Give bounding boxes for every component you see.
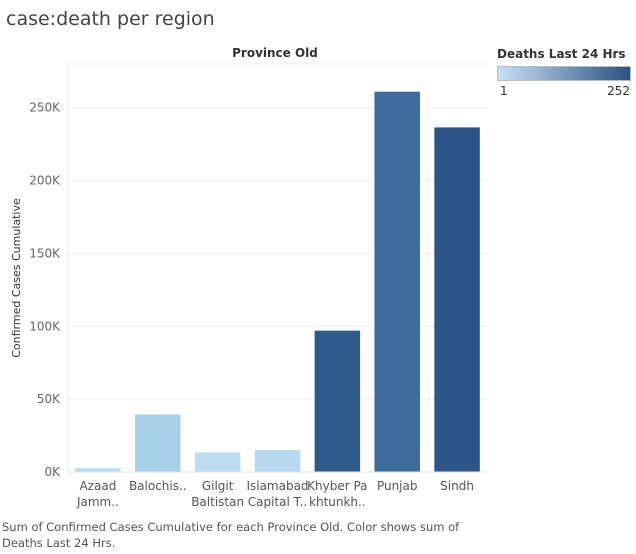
y-tick-label: 100K	[29, 319, 61, 333]
y-axis-title: Confirmed Cases Cumulative	[10, 198, 23, 358]
legend-max-label: 252	[607, 84, 630, 98]
chart-caption: Sum of Confirmed Cases Cumulative for ea…	[2, 520, 460, 550]
bar	[135, 414, 181, 472]
x-tick-label: Baltistan	[191, 495, 244, 509]
x-tick-label: Azaad	[80, 479, 117, 493]
y-tick-label: 150K	[29, 246, 61, 260]
y-tick-label: 200K	[29, 174, 61, 188]
x-tick-label: Balochis..	[129, 479, 187, 493]
bar	[254, 450, 301, 472]
bar	[434, 127, 480, 472]
bar	[314, 330, 361, 472]
legend-title: Deaths Last 24 Hrs	[497, 47, 626, 61]
x-tick-label: Khyber Pa	[307, 479, 367, 493]
bar	[374, 91, 420, 472]
x-axis-title: Province Old	[232, 46, 318, 60]
x-tick-label: Jamm..	[76, 495, 119, 509]
legend-color-ramp	[497, 66, 631, 81]
y-tick-label: 250K	[29, 101, 61, 115]
x-tick-label: Sindh	[440, 479, 474, 493]
x-tick-label: Gilgit	[202, 479, 234, 493]
legend-min-label: 1	[500, 84, 508, 98]
x-tick-label: Islamabad	[246, 479, 308, 493]
y-tick-label: 50K	[37, 392, 61, 406]
x-tick-label: Capital T..	[248, 495, 307, 509]
x-tick-label: Punjab	[377, 479, 418, 493]
y-tick-label: 0K	[44, 465, 61, 479]
x-tick-label: khtunkh..	[309, 495, 366, 509]
bar	[194, 452, 241, 472]
bar	[75, 468, 121, 472]
chart-title: case:death per region	[6, 8, 215, 30]
bar-chart: 0K 50K 100K 150K 200K 250K Confirmed Cases Cum…	[10, 63, 487, 509]
